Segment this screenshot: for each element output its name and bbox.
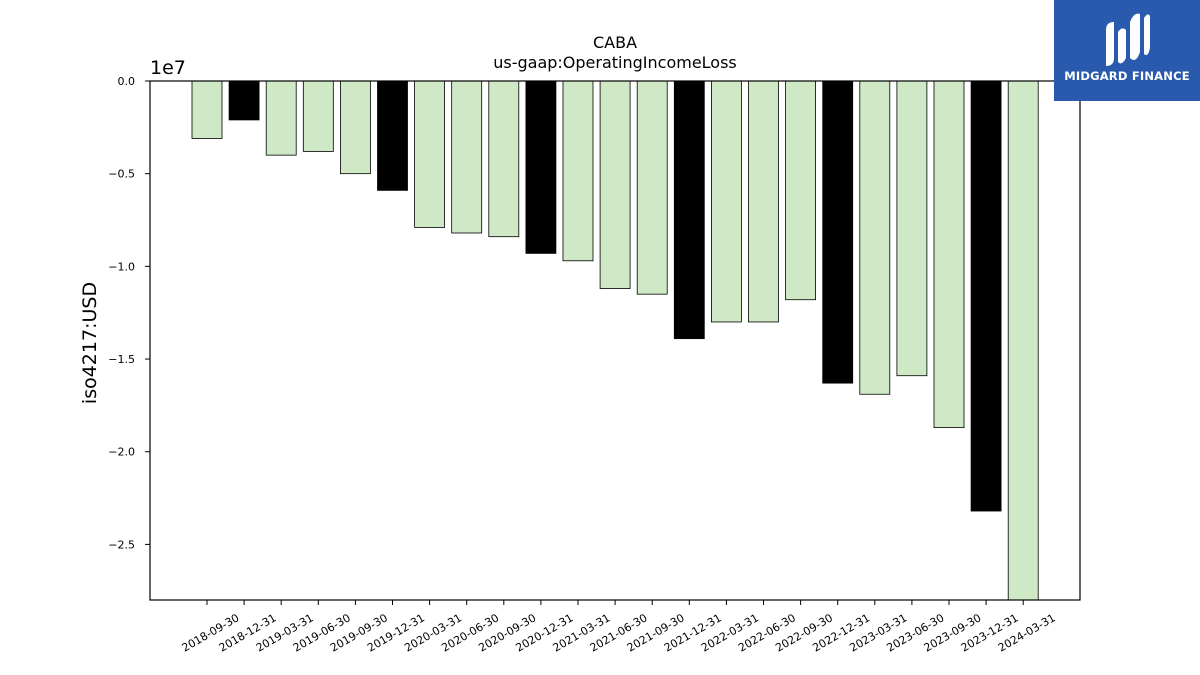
y-axis-offset-label: 1e7 [150, 57, 186, 79]
bar-2023-06-30 [896, 80, 928, 377]
y-tick-label: −0.5 [108, 168, 135, 181]
y-tick-label: −1.5 [108, 353, 135, 366]
midgard-finance-logo: MIDGARD FINANCE [1054, 0, 1200, 101]
y-tick-label: 0.0 [118, 75, 136, 88]
chart-title: CABA [593, 33, 637, 52]
bar-2022-03-31 [711, 80, 742, 323]
bar-2019-12-31 [377, 80, 408, 191]
bar-2021-09-30 [636, 80, 668, 295]
bar-2021-03-31 [562, 80, 594, 262]
bar-2023-09-30 [933, 80, 965, 429]
bar-2020-12-31 [525, 80, 557, 254]
bars-group [191, 80, 1039, 601]
logo-text: MIDGARD FINANCE [1064, 69, 1190, 83]
bar-2022-12-31 [822, 80, 854, 384]
bar-2020-03-31 [414, 80, 446, 228]
bar-2020-06-30 [451, 80, 483, 234]
midgard-logo-icon [1106, 13, 1150, 66]
bar-2018-12-31 [228, 80, 260, 121]
y-axis-label: iso4217:USD [79, 282, 101, 404]
bar-2020-09-30 [488, 80, 520, 238]
bar-2019-09-30 [339, 80, 371, 175]
x-axis-ticks: 2018-09-302018-12-312019-03-312019-06-30… [180, 600, 1058, 655]
bar-2023-12-31 [970, 80, 1002, 512]
y-axis-ticks: 0.0 −0.5 −1.0 −1.5 −2.0 −2.5 [108, 75, 150, 551]
bar-2019-03-31 [265, 80, 297, 156]
bar-2022-09-30 [785, 80, 816, 301]
y-tick-label: −1.0 [108, 260, 135, 273]
chart-subtitle: us-gaap:OperatingIncomeLoss [493, 53, 737, 72]
bar-2021-12-31 [673, 80, 705, 340]
y-tick-label: −2.0 [108, 446, 135, 459]
bar-2024-03-31 [1007, 80, 1039, 601]
bar-2021-06-30 [599, 80, 631, 290]
bar-2022-06-30 [748, 80, 779, 323]
bar-2018-09-30 [191, 80, 223, 139]
y-tick-label: −2.5 [108, 538, 135, 551]
bar-2019-06-30 [302, 80, 334, 152]
bar-2023-03-31 [859, 80, 891, 395]
plot-frame [149, 80, 1081, 601]
